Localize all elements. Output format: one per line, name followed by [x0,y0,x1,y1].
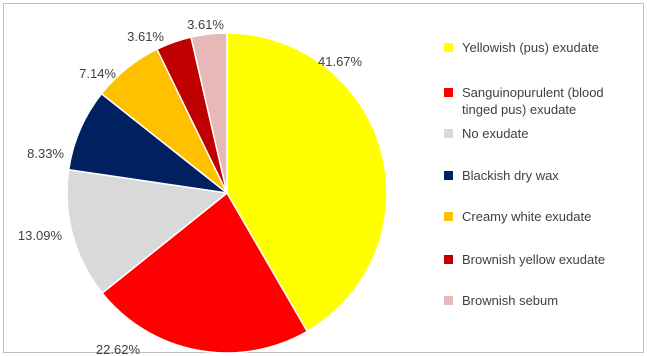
pie-slice-3 [66,168,229,295]
legend-swatch-4 [444,171,453,180]
pie-slice-7 [190,32,228,194]
pie-slices [66,32,388,354]
value-label-4: 8.33% [27,146,64,161]
legend-swatch-3 [444,129,453,138]
value-label-3: 13.09% [18,228,63,243]
value-label-1: 41.67% [318,54,363,69]
legend-label-2-line-2: tinged pus) exudate [462,102,576,117]
legend-label-5: Creamy white exudate [462,209,591,224]
legend-label-1: Yellowish (pus) exudate [462,40,599,55]
legend-label-6: Brownish yellow exudate [462,252,605,267]
legend-swatch-6 [444,255,453,264]
legend-swatch-2 [444,88,453,97]
pie-slice-1 [226,32,388,333]
value-label-2: 22.62% [96,342,141,356]
value-label-5: 7.14% [79,66,116,81]
pie-slice-2 [101,191,309,354]
legend: Yellowish (pus) exudate Sanguinopurulent … [444,40,605,308]
legend-label-7: Brownish sebum [462,293,558,308]
legend-label-3: No exudate [462,126,529,141]
legend-swatch-7 [444,296,453,305]
value-labels: 41.67% 22.62% 13.09% 8.33% 7.14% 3.61% 3.61% [18,17,363,356]
legend-swatch-1 [444,43,453,52]
value-label-7: 3.61% [187,17,224,32]
value-label-6: 3.61% [127,29,164,44]
legend-label-4: Blackish dry wax [462,168,559,183]
legend-label-2-line-1: Sanguinopurulent (blood [462,85,604,100]
legend-swatch-5 [444,212,453,221]
